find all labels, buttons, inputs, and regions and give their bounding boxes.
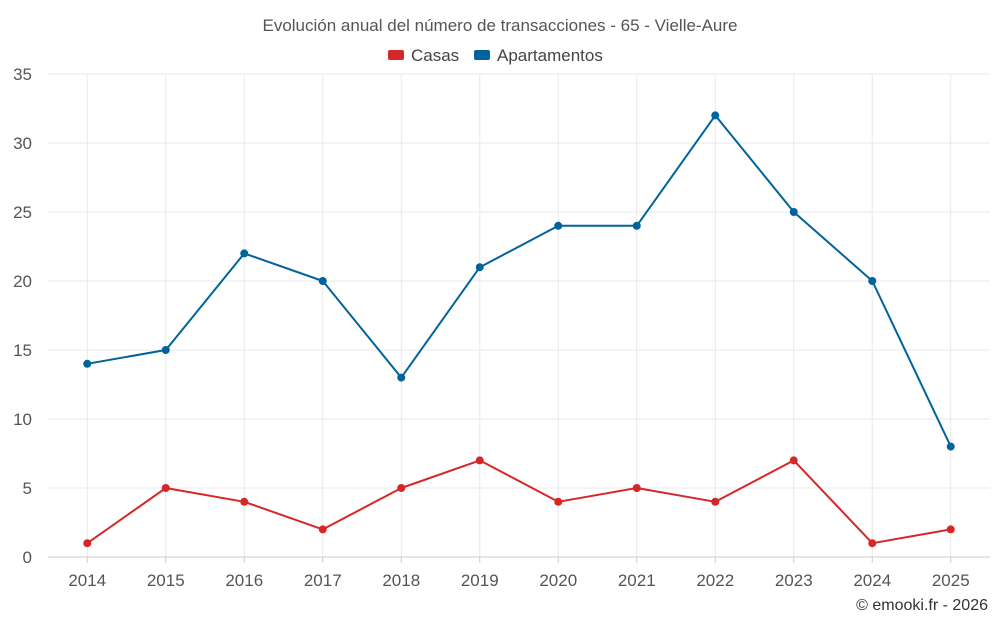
series-line-casas	[86, 459, 951, 545]
y-tick-label: 20	[13, 272, 32, 291]
grid	[48, 73, 990, 557]
data-point-casas[interactable]	[240, 497, 249, 506]
y-tick-label: 35	[13, 65, 32, 84]
legend-item-apartamentos[interactable]: Apartamentos	[474, 46, 603, 65]
x-axis: 2014 2015 2016 2017 2018 2019 2020 2021 2022 2023…	[68, 557, 970, 590]
data-point-apartamentos[interactable]	[475, 263, 484, 272]
x-tick-label: 2017	[304, 571, 342, 590]
data-point-apartamentos[interactable]	[554, 221, 563, 230]
credit-text: © emooki.fr - 2026	[856, 597, 988, 614]
legend-item-casas[interactable]: Casas	[388, 46, 459, 65]
x-tick-label: 2023	[775, 571, 813, 590]
y-tick-label: 30	[13, 134, 32, 153]
data-point-apartamentos[interactable]	[318, 277, 327, 285]
data-point-casas[interactable]	[554, 497, 563, 506]
chart-title: Evolución anual del número de transaccio…	[262, 16, 737, 35]
data-point-casas[interactable]	[83, 539, 92, 548]
data-point-casas[interactable]	[868, 539, 877, 548]
data-point-apartamentos[interactable]	[946, 442, 955, 451]
x-tick-label: 2020	[539, 571, 577, 590]
y-tick-label: 10	[13, 410, 32, 429]
series-casas	[83, 456, 955, 548]
x-tick-label: 2016	[225, 571, 263, 590]
legend-swatch-casas	[388, 50, 404, 60]
y-axis: 0 5 10 15 20 25 30 35	[13, 65, 32, 567]
data-point-apartamentos[interactable]	[789, 208, 798, 216]
data-point-casas[interactable]	[475, 456, 484, 465]
x-tick-label: 2024	[853, 571, 891, 590]
x-tick-label: 2025	[932, 571, 970, 590]
data-point-casas[interactable]	[397, 484, 406, 492]
data-point-apartamentos[interactable]	[240, 249, 249, 258]
data-point-apartamentos[interactable]	[632, 221, 641, 230]
legend: Casas Apartamentos	[388, 46, 603, 65]
data-point-casas[interactable]	[318, 525, 327, 534]
series-line-apartamentos	[87, 114, 952, 448]
x-tick-label: 2022	[696, 571, 734, 590]
data-point-casas[interactable]	[789, 456, 798, 465]
x-tick-label: 2018	[382, 571, 420, 590]
x-tick-label: 2014	[68, 571, 106, 590]
legend-label-apartamentos: Apartamentos	[497, 46, 603, 65]
x-tick-label: 2021	[618, 571, 656, 590]
legend-label-casas: Casas	[411, 46, 459, 65]
y-tick-label: 5	[23, 479, 32, 498]
plot-area	[83, 111, 955, 548]
series-apartamentos	[83, 111, 955, 451]
data-point-casas[interactable]	[161, 484, 170, 492]
y-tick-label: 0	[23, 548, 32, 567]
x-tick-label: 2019	[461, 571, 499, 590]
data-point-apartamentos[interactable]	[397, 373, 406, 382]
data-point-apartamentos[interactable]	[83, 359, 92, 368]
data-point-apartamentos[interactable]	[711, 111, 720, 120]
legend-swatch-apartamentos	[474, 50, 490, 60]
data-point-apartamentos[interactable]	[868, 277, 877, 285]
y-tick-label: 15	[13, 341, 32, 360]
x-tick-label: 2015	[147, 571, 185, 590]
data-point-casas[interactable]	[711, 497, 720, 506]
data-point-casas[interactable]	[632, 484, 641, 492]
data-point-apartamentos[interactable]	[161, 346, 170, 354]
y-tick-label: 25	[13, 203, 32, 222]
data-point-casas[interactable]	[946, 525, 955, 534]
